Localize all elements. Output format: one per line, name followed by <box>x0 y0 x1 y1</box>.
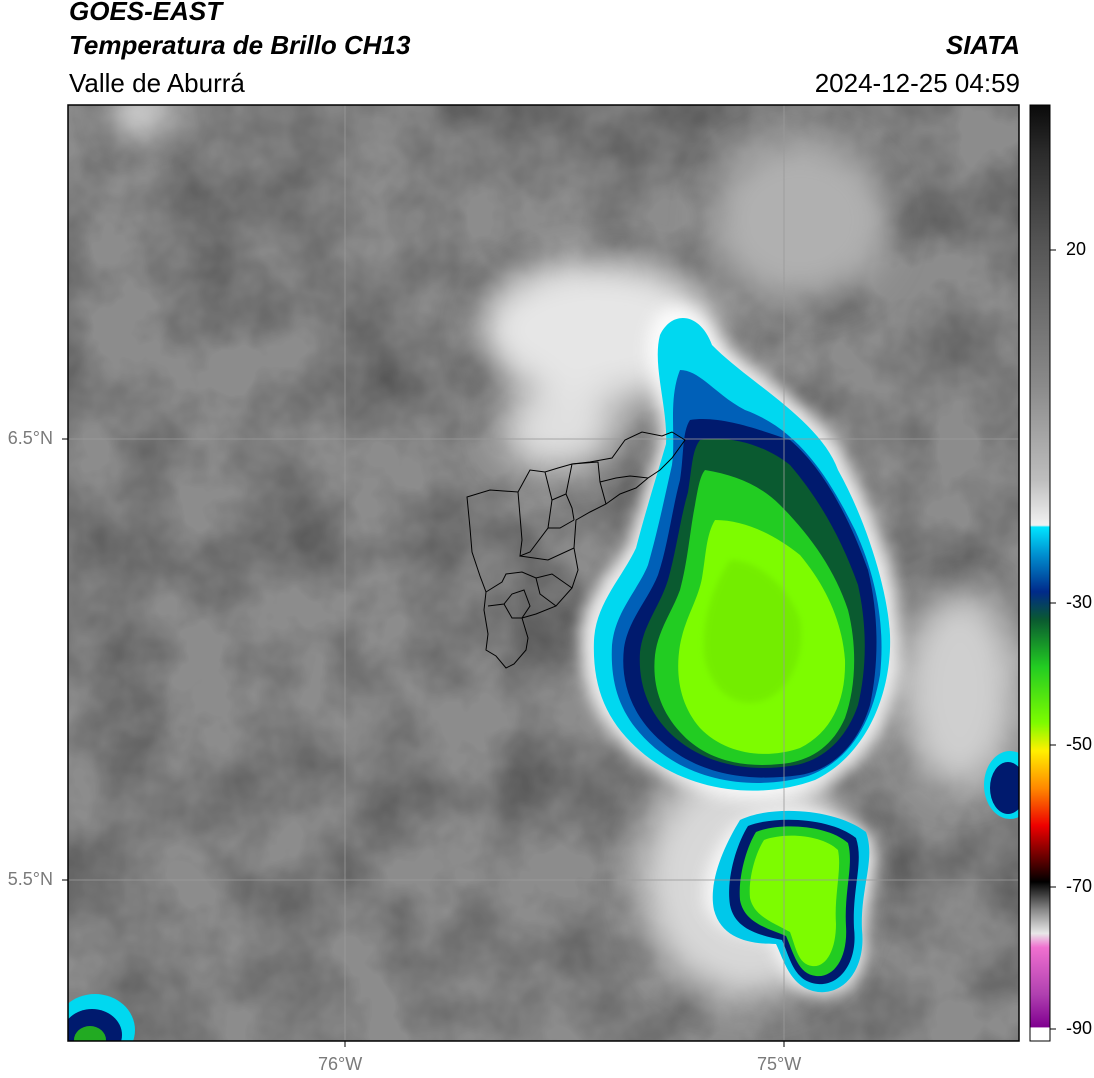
colorbar <box>1029 104 1056 1042</box>
lat-label-6-5: 6.5°N <box>7 428 53 448</box>
gridlines <box>68 105 1019 1041</box>
colorbar-label-minus70: -70 <box>1066 876 1093 896</box>
axis-ticks <box>62 438 785 1047</box>
datetime-label: 2024-12-25 04:59 <box>814 68 1020 98</box>
lat-label-5-5: 5.5°N <box>7 869 53 889</box>
colorbar-label-minus30: -30 <box>1066 592 1093 612</box>
product-title: Temperatura de Brillo CH13 <box>69 30 411 60</box>
map-frame <box>67 104 1020 1042</box>
colorbar-frame <box>1029 104 1051 1042</box>
colorbar-label-minus90: -90 <box>1066 1018 1093 1038</box>
region-subtitle: Valle de Aburrá <box>69 68 245 98</box>
agency-label: SIATA <box>945 30 1020 60</box>
colorbar-ticks <box>1050 249 1056 1030</box>
southwest-storm-cell <box>68 994 135 1041</box>
satellite-title: GOES-EAST <box>69 0 223 26</box>
southern-storm-cell <box>704 809 875 996</box>
satellite-image <box>68 105 1019 1041</box>
lon-label-76w: 76°W <box>318 1054 363 1074</box>
colorbar-label-minus50: -50 <box>1066 734 1093 754</box>
municipal-boundaries <box>466 431 686 669</box>
colorbar-gradient <box>1030 105 1050 1041</box>
main-storm-cell <box>580 306 901 800</box>
colorbar-label-20: 20 <box>1066 239 1087 259</box>
lon-label-75w: 75°W <box>757 1054 802 1074</box>
east-storm-cell <box>984 751 1019 819</box>
